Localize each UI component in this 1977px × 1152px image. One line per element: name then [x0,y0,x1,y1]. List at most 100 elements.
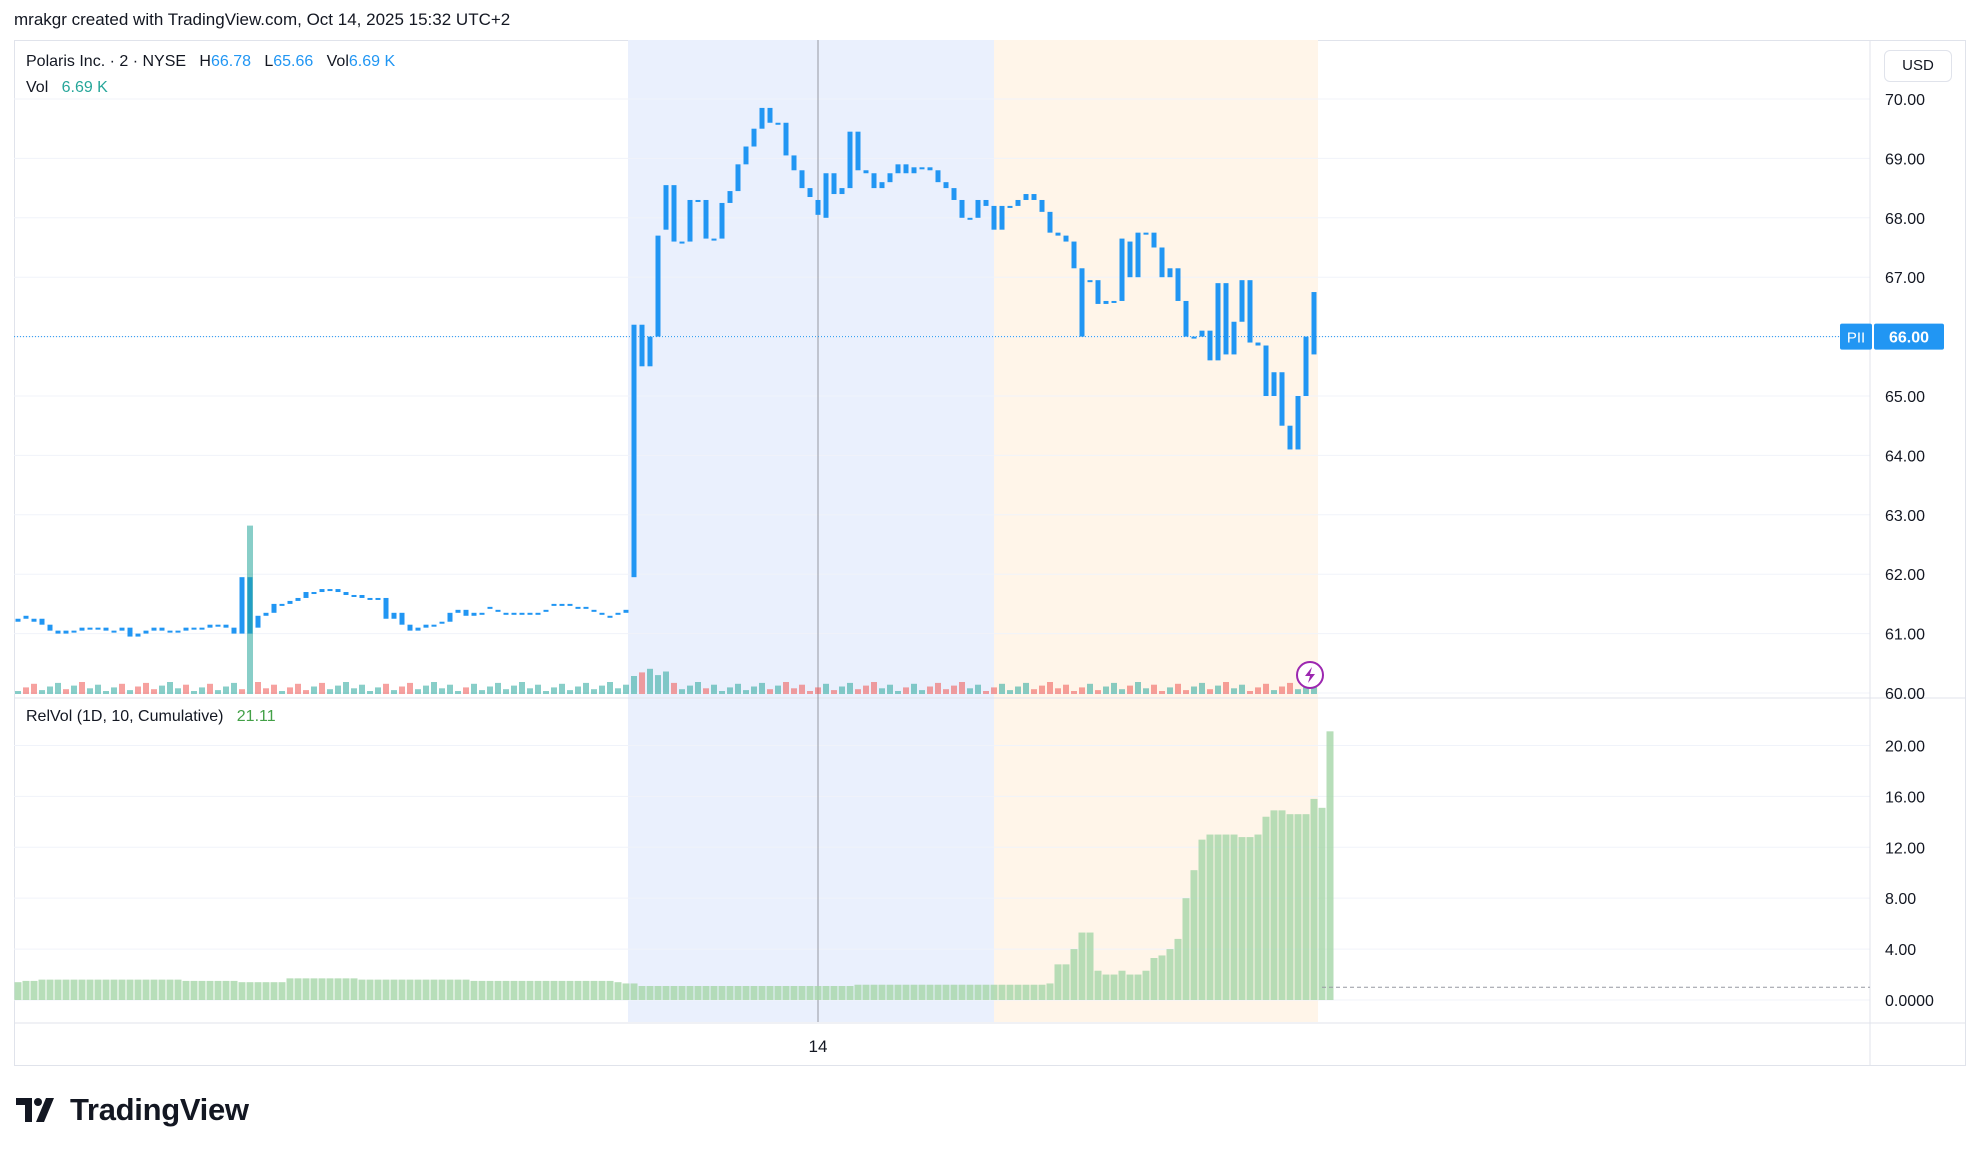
volume-bar [303,690,309,694]
volume-bar [183,684,189,694]
volume-legend: Vol 6.69 K [26,79,108,97]
volume-bar [47,686,53,694]
candle [455,609,461,613]
relvol-bar [382,979,390,1000]
candle [1063,235,1069,242]
relvol-bar [1014,984,1022,1000]
y-tick-label: 68.00 [1885,211,1925,228]
relvol-bar [758,986,766,1000]
relvol-bar [166,979,174,1000]
relvol-bar [614,982,622,1000]
low-value: 65.66 [273,53,314,70]
relvol-legend: RelVol (1D, 10, Cumulative) 21.11 [26,708,276,726]
y-tick-label: 62.00 [1885,567,1925,584]
candle [175,630,181,633]
relvol-bar [886,984,894,1000]
volume-bar [967,688,973,694]
volume-bar [15,691,21,694]
relvol-bar [278,982,286,1000]
relvol-bar [86,979,94,1000]
volume-bar [1295,689,1301,694]
candle [327,589,333,592]
candle [1311,292,1317,355]
candle [551,603,557,606]
candle [1159,247,1165,278]
volume-bar [823,683,829,694]
volume-bar [383,683,389,694]
candle [943,182,949,189]
candle [735,164,741,192]
relvol-bar [406,979,414,1000]
volume-bar [175,688,181,694]
volume-bar [1007,690,1013,694]
candle [983,199,989,206]
candle [751,128,757,147]
candle [71,630,77,633]
candle [1135,232,1141,278]
volume-bar [711,684,717,694]
volume-bar [223,686,229,694]
currency-selector[interactable]: USD [1884,50,1952,82]
relvol-bar [342,978,350,1000]
relvol-bar [270,982,278,1000]
relvol-bar [398,979,406,1000]
volume-bar [55,682,61,694]
volume-bar [1127,685,1133,694]
candle [271,603,277,613]
volume-bar [487,686,493,694]
candle [559,603,565,606]
volume-bar [31,683,37,694]
relvol-bar [294,978,302,1000]
candle [1207,330,1213,361]
candle [623,609,629,613]
relvol-bar [222,980,230,1000]
relvol-bar [478,980,486,1000]
volume-bar [695,682,701,694]
volume-bar [639,672,645,694]
candle [207,624,213,628]
volume-bar [71,685,77,694]
relvol-bar [694,986,702,1000]
y-tick-label: 67.00 [1885,270,1925,287]
relvol-bar [638,986,646,1000]
relvol-bar [1238,837,1246,1000]
volume-bar [1191,686,1197,694]
volume-bar [703,688,709,694]
candle [575,606,581,609]
candle [447,612,453,622]
volume-bar [527,688,533,694]
relvol-bar [1182,898,1190,1000]
y-tick-label: 69.00 [1885,151,1925,168]
volume-bar [103,691,109,694]
candle [47,624,53,631]
y-tick-label: 65.00 [1885,389,1925,406]
volume-bar [991,687,997,694]
volume-bar [839,686,845,694]
candle [743,146,749,165]
candle [975,199,981,218]
volume-bar [1215,685,1221,694]
relvol-bar [750,986,758,1000]
volume-bar [607,682,613,694]
volume-bar [919,690,925,694]
volume-bar [471,683,477,694]
candle [1151,232,1157,248]
candle [727,191,733,203]
y-tick-label: 61.00 [1885,627,1925,644]
relvol-bar [454,979,462,1000]
relvol-bar [686,986,694,1000]
volume-bar [287,687,293,694]
candle [199,627,205,630]
candle [1183,300,1189,337]
relvol-bar [550,980,558,1000]
candle [1007,205,1013,208]
relvol-bar [1166,949,1174,1000]
relvol-bar [254,982,262,1000]
volume-bar [415,689,421,694]
candle [527,612,533,615]
relvol-bar [110,979,118,1000]
volume-bar [759,682,765,694]
relvol-bar [46,979,54,1000]
volume-bar [559,683,565,694]
